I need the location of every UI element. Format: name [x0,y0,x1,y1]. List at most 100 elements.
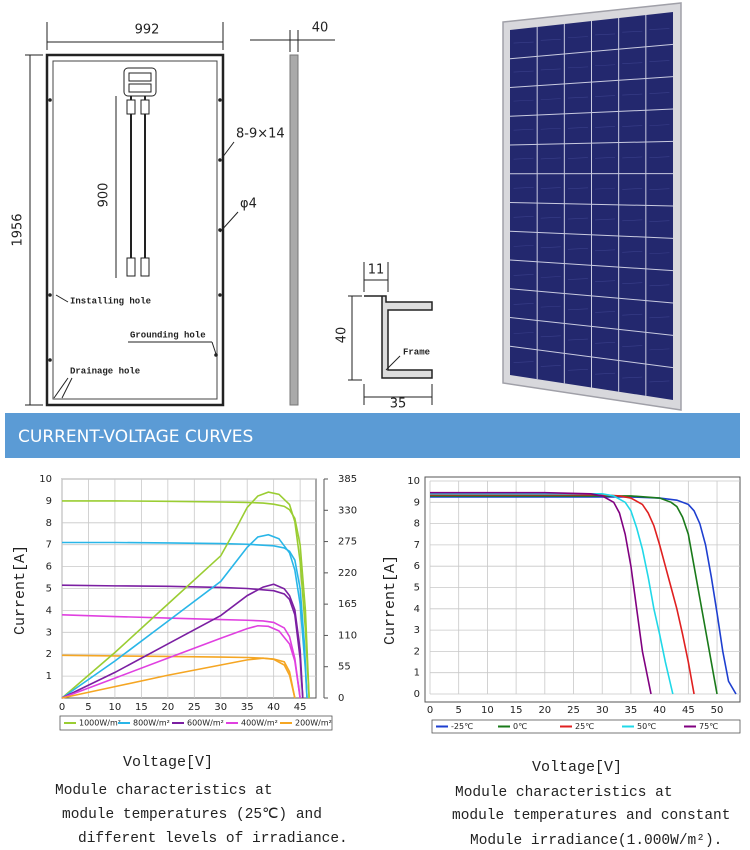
connector [140,99,150,115]
cell-bus [595,249,616,252]
x-tick-label: 0 [59,702,65,713]
lip-label: 11 [368,263,385,278]
x-tick-label: 10 [481,705,494,716]
side-view: 40 [250,21,335,406]
x-tick-label: 15 [135,702,148,713]
y-tick-label: 2 [414,646,420,657]
caption-line: Module irradiance(1.000W/m²). [470,833,722,849]
grounding-hole-label: Grounding hole [130,330,206,340]
y2-tick-label: 165 [338,599,357,610]
legend-label: 600W/m² [187,719,224,728]
hole [218,158,222,162]
x-tick-label: 25 [567,705,580,716]
cell-bus [595,342,616,344]
panel-inner [52,60,218,400]
legend-label: 1000W/m² [79,719,121,728]
cell-bus [595,156,616,159]
cell-bus [540,68,561,71]
connector [140,257,150,277]
cell-bus [540,335,561,338]
cell-bus [595,187,616,190]
y-axis-label: Current[A] [382,555,399,645]
hole-label: φ4 [240,197,257,212]
cell-bus [540,305,561,308]
cell-bus [595,280,616,282]
y-tick-label: 5 [46,584,52,595]
series-line [430,491,652,695]
cell-bus [567,308,588,311]
cell-line [509,230,674,239]
y-tick-label: 10 [39,474,52,485]
cell-bus [622,156,643,159]
series-line [61,491,310,699]
legend-label: 200W/m² [295,719,332,728]
cell-line [509,76,674,88]
y-tick-label: 8 [46,518,52,529]
x-tick-label: 45 [682,705,695,716]
cell-bus [513,41,534,44]
junction-box [123,67,157,97]
x-tick-label: 20 [538,705,551,716]
hole [48,358,52,362]
x-tick-label: 15 [510,705,523,716]
cell-bus [540,157,561,160]
leader [385,355,401,371]
cell-bus [540,276,561,278]
cell-bus [622,219,643,222]
cell-bus [595,218,616,221]
cell-bus [513,332,534,334]
plot-area [424,476,741,703]
cable-label: 900 [97,183,112,208]
cell-bus [649,252,670,255]
cell-bus [513,361,534,363]
cell-bus [567,368,588,371]
y-axis-label: Current[A] [12,545,29,635]
x-tick-label: 5 [456,705,462,716]
series-line [430,496,737,695]
y-tick-label: 2 [46,649,52,660]
legend-label: 75℃ [699,722,718,731]
banner [5,413,740,458]
legend-label: 0℃ [513,722,527,731]
cell-bus [567,338,588,341]
y-tick-label: 4 [46,605,52,616]
cell-bus [622,345,643,347]
cell-bus [622,62,643,64]
junction-box-detail [128,83,152,93]
leader [53,377,69,399]
installing-hole-label: Installing hole [70,296,151,306]
leader [55,294,69,303]
y-tick-label: 3 [414,625,420,636]
x-tick-label: 30 [214,702,227,713]
leader [219,211,239,233]
x-tick-label: 20 [161,702,174,713]
cell-bus [513,274,534,276]
x-axis-label: Voltage[V] [532,759,622,776]
y-tick-label: 9 [414,497,420,508]
thickness-label: 40 [312,21,329,36]
cell-bus [513,186,534,189]
series-line [430,495,718,695]
cell-bus [567,217,588,220]
cell-bus [513,216,534,218]
x-tick-label: 30 [596,705,609,716]
frame-label: Frame [403,347,430,357]
cell-line [509,202,674,207]
legend-label: 25℃ [575,722,594,731]
cell-bus [649,284,670,287]
connector [126,99,136,115]
x-tick-label: 40 [267,702,280,713]
cell-bus [540,98,561,100]
x-tick-label: 50 [711,705,724,716]
cell-bus [595,33,616,36]
series-line [61,624,301,699]
frame-width-label: 35 [390,397,407,412]
hole [214,353,218,357]
x-tick-label: 25 [188,702,201,713]
caption-line: Module characteristics at [55,783,273,799]
cell-bus [622,250,643,253]
mounting-hole-label: 8-9×14 [236,127,285,142]
cell-bus [513,157,534,160]
panel-photo [502,2,682,411]
